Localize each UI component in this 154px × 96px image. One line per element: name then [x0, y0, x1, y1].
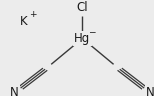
Text: N: N	[146, 86, 154, 96]
Text: −: −	[88, 27, 96, 36]
Text: Cl: Cl	[77, 1, 88, 14]
Text: N: N	[10, 86, 19, 96]
Text: +: +	[29, 10, 36, 19]
Text: K: K	[20, 15, 28, 28]
Text: Hg: Hg	[74, 32, 91, 45]
